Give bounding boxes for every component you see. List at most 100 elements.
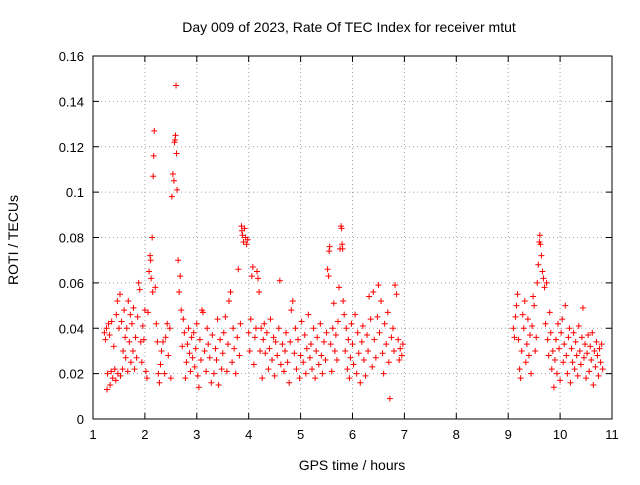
data-point xyxy=(344,366,351,373)
data-point xyxy=(323,329,330,336)
data-point xyxy=(367,316,374,323)
data-point xyxy=(542,320,549,327)
data-point xyxy=(573,352,580,359)
data-point xyxy=(360,357,367,364)
data-point xyxy=(112,377,119,384)
data-point xyxy=(588,357,595,364)
data-point xyxy=(378,298,385,305)
data-point xyxy=(189,354,196,361)
data-point xyxy=(191,363,198,370)
data-point xyxy=(208,379,215,386)
data-point xyxy=(220,329,227,336)
data-point xyxy=(276,277,283,284)
data-point xyxy=(340,298,347,305)
y-tick-label: 0.16 xyxy=(59,49,84,64)
data-point xyxy=(194,372,201,379)
data-point xyxy=(590,381,597,388)
data-point xyxy=(218,366,225,373)
data-point xyxy=(568,345,575,352)
data-point xyxy=(173,82,180,89)
data-point xyxy=(372,354,379,361)
data-point xyxy=(293,366,300,373)
data-point xyxy=(398,352,405,359)
x-tick-label: 5 xyxy=(297,427,304,442)
data-point xyxy=(522,359,529,366)
data-point xyxy=(571,366,578,373)
data-point xyxy=(124,368,131,375)
data-point xyxy=(352,311,359,318)
data-point xyxy=(230,325,237,332)
data-point xyxy=(259,375,266,382)
data-point xyxy=(152,284,159,291)
x-tick-label: 11 xyxy=(605,427,619,442)
data-point xyxy=(518,347,525,354)
data-point xyxy=(270,334,277,341)
data-point xyxy=(212,345,219,352)
data-point xyxy=(119,366,126,373)
data-point xyxy=(539,268,546,275)
data-point xyxy=(131,366,138,373)
data-point xyxy=(592,363,599,370)
data-point xyxy=(532,347,539,354)
data-point xyxy=(346,375,353,382)
data-point xyxy=(104,386,111,393)
y-tick-label: 0.12 xyxy=(59,140,84,155)
data-point xyxy=(274,352,281,359)
data-point xyxy=(101,329,108,336)
data-point xyxy=(187,368,194,375)
data-point xyxy=(203,368,210,375)
data-point xyxy=(395,336,402,343)
data-point xyxy=(560,359,567,366)
data-point xyxy=(213,357,220,364)
data-point xyxy=(243,241,250,248)
data-point xyxy=(347,354,354,361)
data-point xyxy=(298,318,305,325)
data-point xyxy=(515,336,522,343)
data-point xyxy=(138,359,145,366)
data-point xyxy=(184,341,191,348)
data-point xyxy=(272,338,279,345)
data-point xyxy=(127,359,134,366)
data-point xyxy=(393,291,400,298)
data-point xyxy=(586,368,593,375)
data-point xyxy=(120,347,127,354)
data-point xyxy=(252,325,259,332)
x-tick-label: 4 xyxy=(245,427,252,442)
data-point xyxy=(339,241,346,248)
data-point xyxy=(376,329,383,336)
data-point xyxy=(548,366,555,373)
data-point xyxy=(106,332,113,339)
data-point xyxy=(523,341,530,348)
data-point xyxy=(589,329,596,336)
data-point xyxy=(310,325,317,332)
data-point xyxy=(173,150,180,157)
data-point xyxy=(348,320,355,327)
data-point xyxy=(391,347,398,354)
data-point xyxy=(547,329,554,336)
data-point xyxy=(314,334,321,341)
data-point xyxy=(225,298,232,305)
data-point xyxy=(309,366,316,373)
data-point xyxy=(336,284,343,291)
data-point xyxy=(182,375,189,382)
data-point xyxy=(155,370,162,377)
data-point xyxy=(595,372,602,379)
data-point xyxy=(575,322,582,329)
data-point xyxy=(262,350,269,357)
data-point xyxy=(552,336,559,343)
y-tick-label: 0.06 xyxy=(59,276,84,291)
data-point xyxy=(248,273,255,280)
data-point xyxy=(126,338,133,345)
data-point xyxy=(140,336,147,343)
data-point xyxy=(576,347,583,354)
data-point xyxy=(535,261,542,268)
data-point xyxy=(529,322,536,329)
data-point xyxy=(135,279,142,286)
data-point xyxy=(227,288,234,295)
x-axis-label: GPS time / hours xyxy=(299,457,406,473)
data-point xyxy=(562,302,569,309)
data-point xyxy=(541,284,548,291)
x-tick-label: 9 xyxy=(505,427,512,442)
data-point xyxy=(511,334,518,341)
